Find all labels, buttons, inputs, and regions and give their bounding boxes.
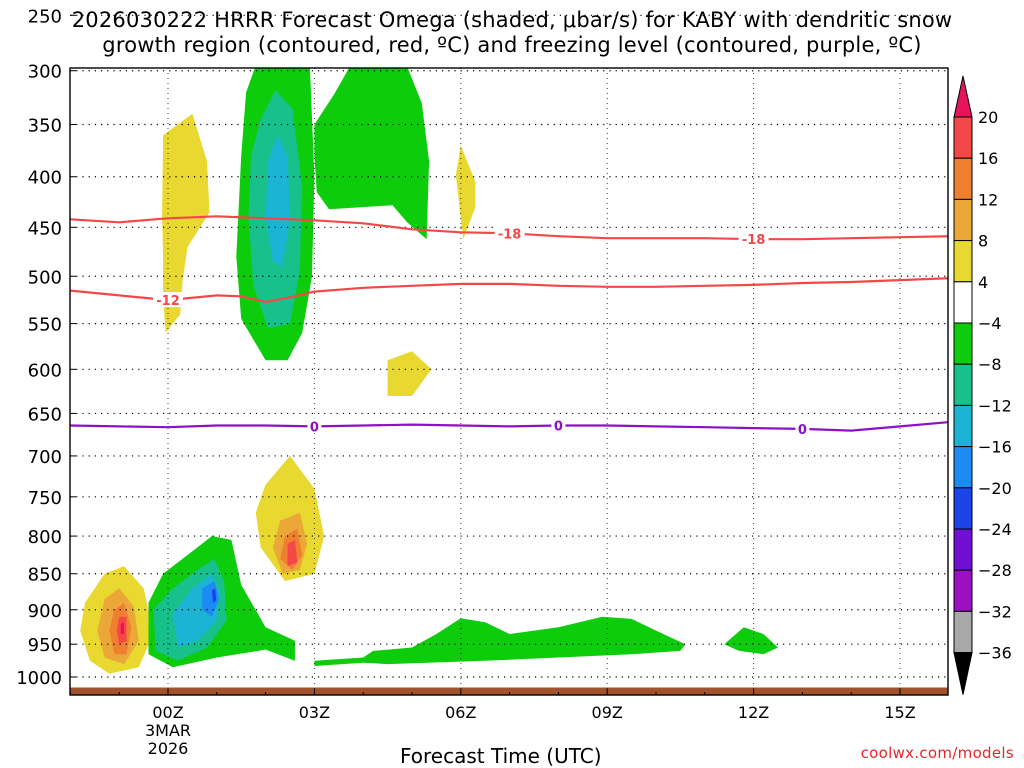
colorbar-bin-3 xyxy=(953,198,973,242)
x-tick-label-06Z: 06Z xyxy=(445,703,476,722)
contour-freezing-label-bg xyxy=(307,418,322,434)
ground-band xyxy=(70,687,948,695)
contour-minus18-label-bg xyxy=(738,231,769,247)
colorbar-label: −12 xyxy=(978,396,1012,415)
fill-magenta-blob-900 xyxy=(120,622,125,634)
colorbar-bottom-arrow xyxy=(953,652,973,695)
fill-yellow-upper-left xyxy=(162,113,210,333)
x-tick-label-12Z: 12Z xyxy=(738,703,769,722)
fill-yellow-blob-600 xyxy=(387,351,432,396)
colorbar-label: −28 xyxy=(978,561,1012,580)
contour-minus12 xyxy=(70,277,948,304)
title-line-1: 2026030222 HRRR Forecast Omega (shaded, … xyxy=(71,8,953,32)
contour-freezing-label: 0 xyxy=(554,419,563,434)
x-tick-label-09Z: 09Z xyxy=(592,703,623,722)
colorbar-bin-6 xyxy=(953,322,973,365)
colorbar-label: 4 xyxy=(978,273,988,292)
colorbar-top-arrow xyxy=(953,75,973,118)
y-tick-label-850: 850 xyxy=(28,565,62,586)
colorbar-bin-12 xyxy=(953,569,973,612)
colorbar-bin-13 xyxy=(953,610,973,654)
x-tick-label-03Z: 03Z xyxy=(299,703,330,722)
colorbar-label: 16 xyxy=(978,149,998,168)
colorbar-bin-11 xyxy=(953,528,973,571)
colorbar-bin-9 xyxy=(953,446,973,489)
fill-cyan-column xyxy=(265,135,290,267)
colorbar-label: −32 xyxy=(978,602,1012,621)
fill-dkblue-lowlevel-left xyxy=(211,588,217,603)
contour-minus12-label: -12 xyxy=(156,294,180,309)
colorbar-label: 20 xyxy=(978,108,998,127)
y-tick-label-700: 700 xyxy=(28,447,62,468)
x-tick-label-00Z: 00Z xyxy=(152,703,183,722)
colorbar-label: 8 xyxy=(978,232,988,251)
site-credit[interactable]: coolwx.com/models xyxy=(860,744,1014,762)
y-tick-label-500: 500 xyxy=(28,267,62,288)
contour-freezing-label: 0 xyxy=(310,420,319,435)
colorbar-label: −20 xyxy=(978,479,1012,498)
y-tick-label-1000: 1000 xyxy=(16,668,62,689)
colorbar-label: −36 xyxy=(978,644,1012,663)
x-tick-sublabel-year: 2026 xyxy=(148,739,189,758)
fill-yellow-small-right xyxy=(455,145,476,240)
y-tick-label-800: 800 xyxy=(28,527,62,548)
colorbar-bin-10 xyxy=(953,487,973,530)
colorbar-bin-5 xyxy=(953,281,973,324)
colorbar-label: 12 xyxy=(978,190,998,209)
contour-freezing-label-bg xyxy=(551,417,566,433)
title-line-2: growth region (contoured, red, ºC) and f… xyxy=(102,33,922,57)
y-tick-label-600: 600 xyxy=(28,360,62,381)
colorbar-label: −24 xyxy=(978,520,1012,539)
fill-green-column-right xyxy=(314,68,430,240)
colorbar-label: −4 xyxy=(978,314,1002,333)
colorbar-label: −8 xyxy=(978,355,1002,374)
y-tick-label-550: 550 xyxy=(28,315,62,336)
chart-title: 2026030222 HRRR Forecast Omega (shaded, … xyxy=(0,8,1024,58)
y-tick-label-400: 400 xyxy=(28,168,62,189)
colorbar-bin-2 xyxy=(953,157,973,200)
x-tick-sublabel-date: 3MAR xyxy=(145,721,191,740)
fill-green-lowlevel-small xyxy=(724,627,778,655)
colorbar-label: −16 xyxy=(978,438,1012,457)
colorbar-bin-7 xyxy=(953,363,973,406)
contour-minus18-label: -18 xyxy=(742,233,766,248)
x-axis-label: Forecast Time (UTC) xyxy=(400,744,602,768)
fill-green-lowlevel-right xyxy=(314,616,686,666)
fill-red-blob-800 xyxy=(287,539,298,567)
y-tick-label-450: 450 xyxy=(28,218,62,239)
y-tick-label-950: 950 xyxy=(28,635,62,656)
contour-freezing-label-bg xyxy=(795,420,810,436)
colorbar-bin-8 xyxy=(953,404,973,448)
x-tick-label-15Z: 15Z xyxy=(884,703,915,722)
contour-minus18-label-bg xyxy=(494,225,525,241)
contour-freezing-label: 0 xyxy=(798,423,807,438)
colorbar-bin-4 xyxy=(953,240,973,283)
y-tick-label-350: 350 xyxy=(28,116,62,137)
y-tick-label-250: 250 xyxy=(28,6,62,27)
y-tick-label-750: 750 xyxy=(28,488,62,509)
plot-frame xyxy=(69,67,949,696)
colorbar-bin-1 xyxy=(953,116,973,159)
y-tick-label-300: 300 xyxy=(28,62,62,83)
contour-freezing xyxy=(70,421,948,432)
contour-minus18-label: -18 xyxy=(498,227,522,242)
y-tick-label-650: 650 xyxy=(28,404,62,425)
y-tick-label-900: 900 xyxy=(28,601,62,622)
contour-minus12-label-bg xyxy=(153,292,183,308)
fill-top-yellow xyxy=(241,0,290,21)
